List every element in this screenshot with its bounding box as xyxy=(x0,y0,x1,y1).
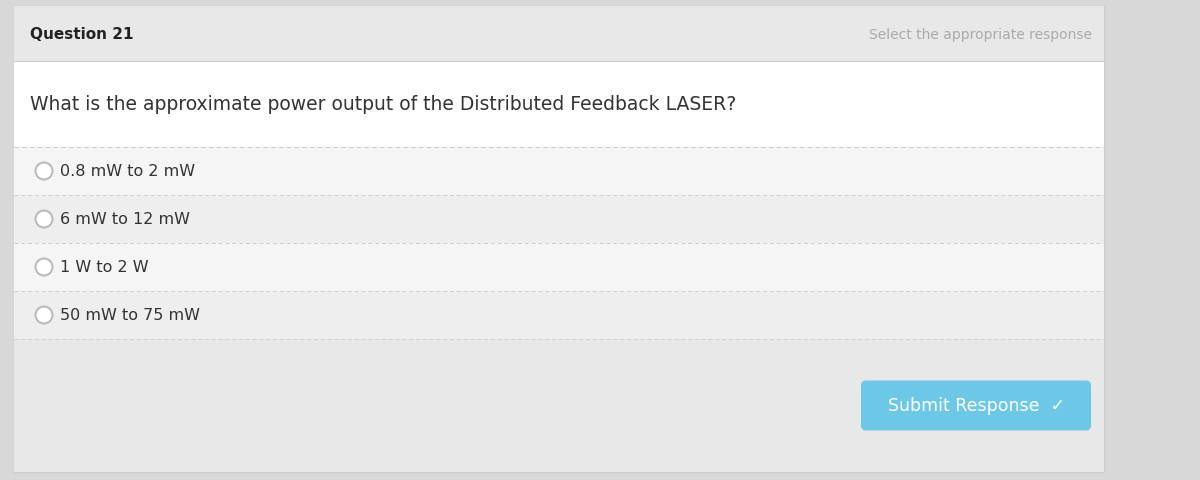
FancyBboxPatch shape xyxy=(14,339,1104,472)
Text: 6 mW to 12 mW: 6 mW to 12 mW xyxy=(60,212,190,227)
FancyBboxPatch shape xyxy=(862,381,1091,431)
FancyBboxPatch shape xyxy=(14,7,1104,472)
Text: Select the appropriate response: Select the appropriate response xyxy=(869,27,1092,41)
Text: 50 mW to 75 mW: 50 mW to 75 mW xyxy=(60,308,200,323)
Circle shape xyxy=(36,307,53,324)
FancyBboxPatch shape xyxy=(14,62,1104,148)
Circle shape xyxy=(36,211,53,228)
FancyBboxPatch shape xyxy=(14,148,1104,195)
Text: Submit Response  ✓: Submit Response ✓ xyxy=(888,396,1064,415)
Circle shape xyxy=(36,259,53,276)
Text: 0.8 mW to 2 mW: 0.8 mW to 2 mW xyxy=(60,164,196,179)
FancyBboxPatch shape xyxy=(14,291,1104,339)
Text: Question 21: Question 21 xyxy=(30,27,133,42)
Text: What is the approximate power output of the Distributed Feedback LASER?: What is the approximate power output of … xyxy=(30,96,737,114)
FancyBboxPatch shape xyxy=(14,243,1104,291)
FancyBboxPatch shape xyxy=(14,7,1104,62)
Text: 1 W to 2 W: 1 W to 2 W xyxy=(60,260,149,275)
Circle shape xyxy=(36,163,53,180)
FancyBboxPatch shape xyxy=(14,195,1104,243)
